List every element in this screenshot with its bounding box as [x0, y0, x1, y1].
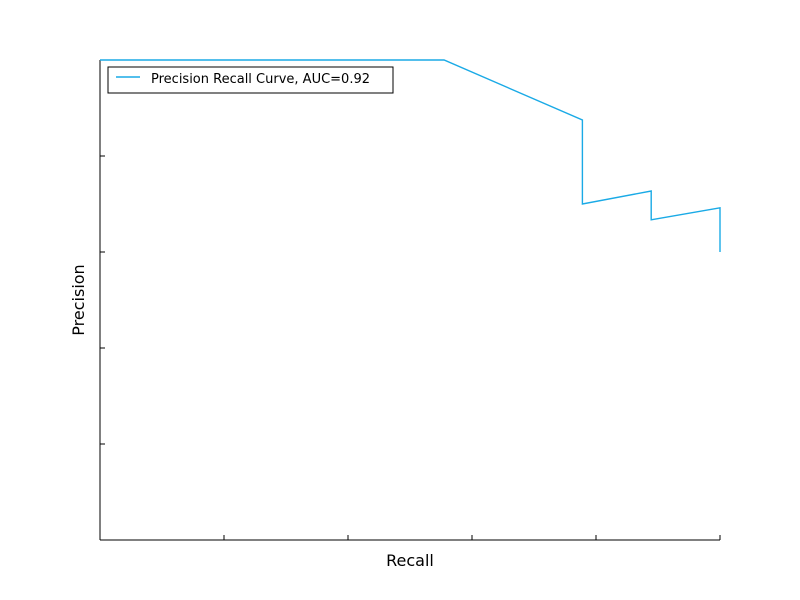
x-axis-label: Recall: [386, 551, 434, 570]
legend: Precision Recall Curve, AUC=0.92: [107, 66, 394, 94]
series-line-precision-recall: [100, 59, 721, 252]
legend-label: Precision Recall Curve, AUC=0.92: [151, 72, 370, 87]
plot-area: [99, 60, 720, 541]
series-layer: [100, 59, 721, 252]
axis-ticks: [99, 59, 721, 541]
legend-box: [107, 66, 394, 94]
y-axis-label: Precision: [69, 264, 88, 335]
